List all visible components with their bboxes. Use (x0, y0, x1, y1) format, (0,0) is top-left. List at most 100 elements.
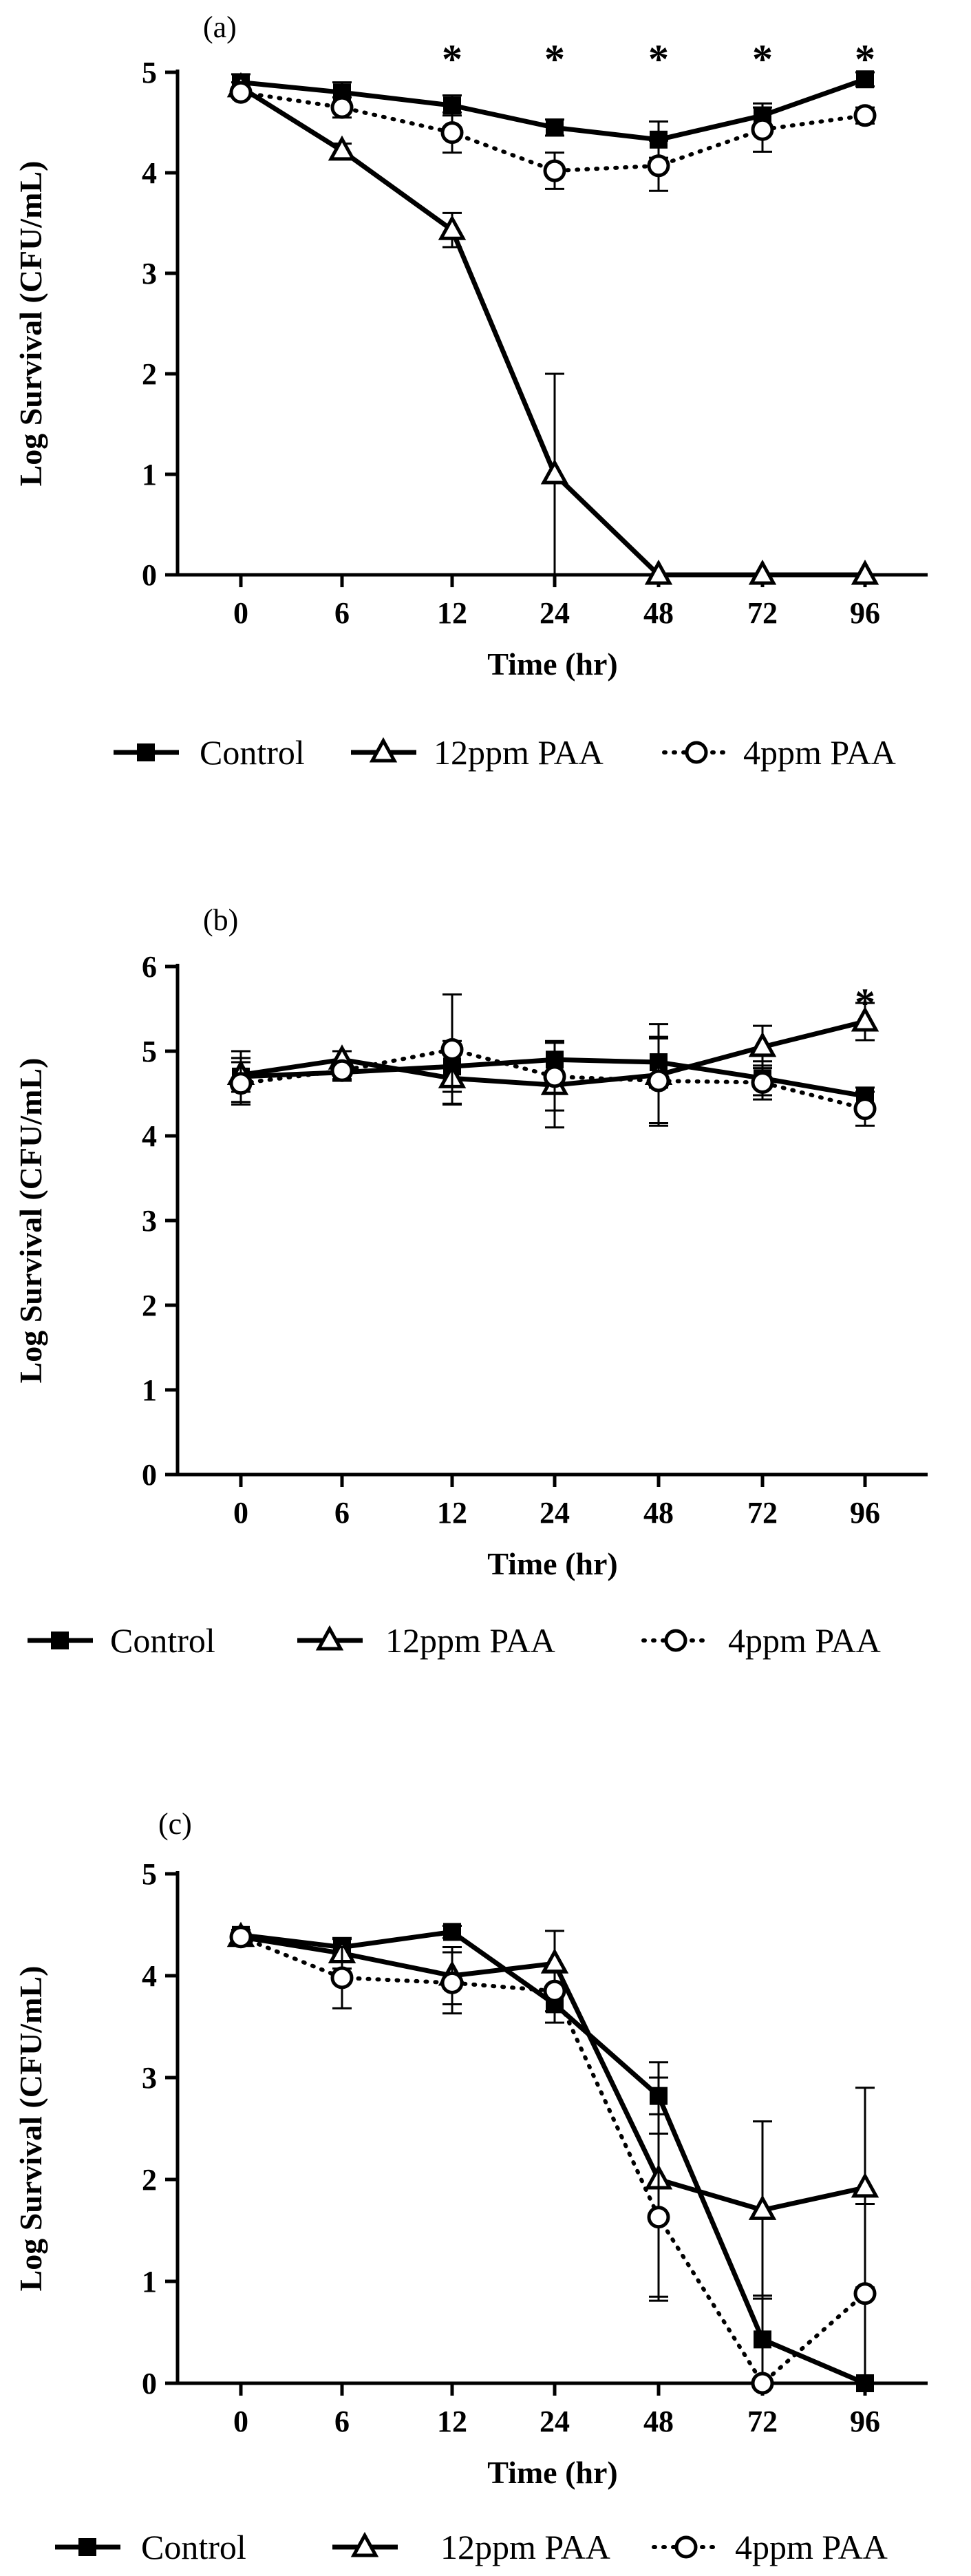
x-tick-label: 48 (643, 2405, 674, 2438)
y-tick-label: 0 (142, 1458, 157, 1492)
data-point-square (856, 70, 874, 89)
data-point-triangle (540, 1948, 569, 1974)
x-axis-title: Time (hr) (487, 1546, 618, 1581)
legend-marker-triangle (369, 737, 398, 763)
data-point-circle (543, 1065, 566, 1088)
x-tick-label: 0 (233, 1496, 248, 1530)
data-point-triangle (748, 2195, 777, 2220)
data-point-circle (330, 1966, 354, 1989)
y-tick-label: 1 (142, 458, 157, 492)
legend-label: 4ppm PAA (735, 2528, 888, 2566)
x-tick-label: 72 (747, 2405, 778, 2438)
x-tick-label: 72 (747, 596, 778, 630)
data-point-circle (229, 1925, 253, 1949)
y-tick-label: 0 (142, 558, 157, 592)
y-tick-label: 2 (142, 2163, 157, 2197)
x-tick-label: 6 (334, 2405, 350, 2438)
x-tick-label: 96 (850, 1496, 880, 1530)
data-point-triangle (851, 2172, 879, 2198)
significance-star: * (752, 36, 773, 82)
data-point-square (443, 1923, 461, 1941)
data-point-triangle (644, 559, 673, 585)
data-point-circle (853, 2282, 877, 2305)
x-tick-label: 0 (233, 596, 248, 630)
y-tick-label: 4 (142, 1119, 157, 1153)
data-point-triangle (748, 559, 777, 585)
data-point-triangle (748, 1031, 777, 1057)
y-tick-label: 3 (142, 257, 157, 291)
y-tick-label: 2 (142, 1289, 157, 1322)
data-point-square (754, 2330, 771, 2349)
x-tick-label: 0 (233, 2405, 248, 2438)
y-tick-label: 4 (142, 1959, 157, 1993)
data-point-square (546, 118, 564, 137)
x-tick-label: 12 (437, 596, 467, 630)
data-point-circle (751, 118, 774, 141)
legend-marker-circle (685, 741, 708, 764)
legend-label: 12ppm PAA (440, 2528, 610, 2566)
data-point-triangle (851, 559, 879, 585)
data-point-circle (647, 154, 670, 178)
data-point-circle (229, 81, 253, 104)
data-point-circle (647, 1069, 670, 1092)
legend-marker-square (78, 2538, 96, 2556)
data-point-circle (330, 1059, 354, 1082)
legend-label: 12ppm PAA (385, 1621, 555, 1660)
significance-star: * (855, 36, 875, 82)
legend-marker-triangle (350, 2531, 379, 2557)
x-tick-label: 48 (643, 1496, 674, 1530)
legend-marker-triangle (315, 1625, 344, 1651)
panel-label: (c) (158, 1807, 192, 1841)
x-tick-label: 12 (437, 2405, 467, 2438)
legend-label: Control (110, 1621, 215, 1660)
x-tick-label: 24 (540, 1496, 570, 1530)
data-point-circle (543, 1979, 566, 2003)
data-point-circle (751, 1071, 774, 1095)
y-tick-label: 6 (142, 950, 157, 984)
legend-marker-circle (664, 1629, 687, 1652)
x-axis-title: Time (hr) (487, 2455, 618, 2490)
data-point-circle (440, 121, 464, 145)
x-tick-label: 6 (334, 596, 350, 630)
legend-marker-square (137, 743, 155, 761)
data-point-circle (440, 1971, 464, 1994)
significance-star: * (855, 980, 875, 1026)
significance-star: * (648, 36, 669, 82)
data-point-circle (647, 2206, 670, 2229)
legend: Control 12ppm PAA 4ppm PAA (114, 733, 896, 772)
x-tick-label: 6 (334, 1496, 350, 1530)
series-4ppm-paa (229, 1925, 877, 2395)
y-tick-label: 5 (142, 1857, 157, 1891)
legend-label: Control (141, 2528, 246, 2566)
legend-marker-circle (674, 2535, 698, 2559)
series-12ppm-paa (226, 72, 879, 585)
data-point-triangle (540, 458, 569, 485)
data-point-square (443, 96, 461, 115)
x-tick-label: 12 (437, 1496, 467, 1530)
y-tick-label: 2 (142, 357, 157, 391)
y-tick-label: 3 (142, 1204, 157, 1238)
y-axis-title: Log Survival (CFU/mL) (13, 1966, 48, 2292)
data-point-circle (751, 2372, 774, 2395)
x-axis-title: Time (hr) (487, 646, 618, 682)
data-point-circle (853, 1097, 877, 1121)
panel-label: (a) (203, 10, 237, 44)
x-tick-label: 96 (850, 2405, 880, 2438)
x-tick-label: 48 (643, 596, 674, 630)
data-point-triangle (328, 135, 356, 161)
significance-star: * (544, 36, 565, 82)
legend: Control 12ppm PAA 4ppm PAA (28, 1621, 881, 1660)
data-point-triangle (851, 1006, 879, 1032)
y-tick-label: 4 (142, 156, 157, 190)
panel-label: (b) (203, 903, 238, 937)
legend-label: Control (200, 733, 305, 772)
y-tick-label: 5 (142, 56, 157, 89)
legend-label: 12ppm PAA (434, 733, 604, 772)
data-point-circle (543, 159, 566, 182)
y-tick-label: 1 (142, 2265, 157, 2299)
y-axis-title: Log Survival (CFU/mL) (13, 1058, 48, 1384)
